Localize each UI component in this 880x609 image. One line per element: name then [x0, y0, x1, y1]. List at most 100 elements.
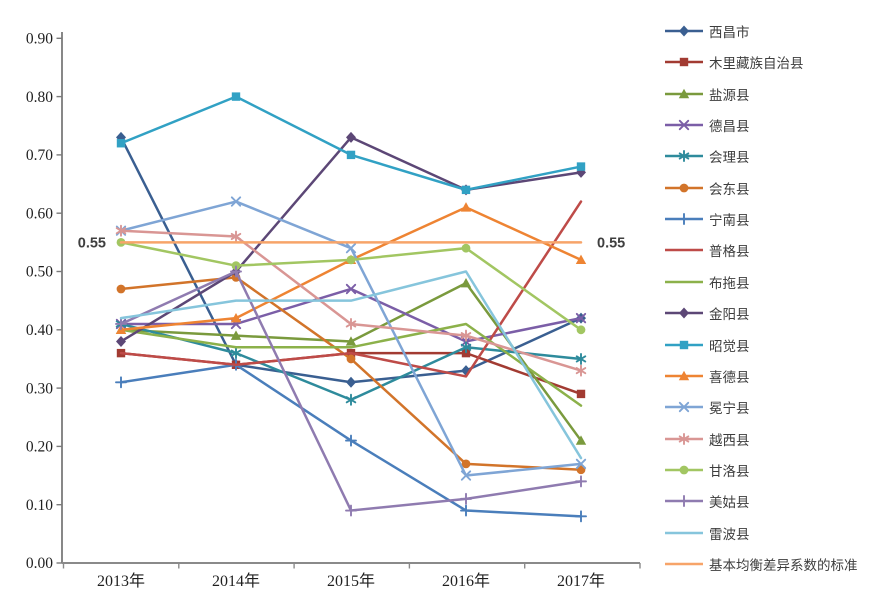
marker-diamond	[346, 131, 356, 143]
marker-diamond	[346, 376, 356, 388]
legend-swatch	[665, 495, 703, 508]
marker-square	[116, 139, 126, 148]
marker-circle	[346, 354, 356, 364]
marker-triangle	[230, 330, 242, 340]
marker-diamond	[679, 307, 689, 319]
legend-item-12: 冕宁县	[664, 392, 750, 422]
legend-label: 会东县	[709, 181, 750, 198]
y-tick-label: 0.90	[26, 31, 53, 48]
series-line	[119, 136, 583, 343]
legend-label: 甘洛县	[709, 463, 750, 480]
y-tick-label: 0.10	[26, 497, 53, 514]
marker-asterisk	[460, 341, 472, 354]
legend-item-3: 德昌县	[664, 110, 750, 140]
marker-plus	[575, 475, 587, 488]
legend-item-14: 甘洛县	[664, 455, 750, 485]
legend-item-8: 布拖县	[664, 267, 750, 297]
marker-diamond	[679, 25, 689, 37]
legend-label: 盐源县	[709, 87, 750, 104]
marker-square	[346, 150, 356, 160]
marker-triangle	[678, 370, 690, 381]
legend-label: 雷波县	[709, 526, 750, 543]
y-tick-label: 0.50	[26, 264, 53, 281]
marker-plus	[230, 265, 242, 278]
legend-swatch	[665, 370, 703, 381]
marker-x	[345, 283, 357, 295]
marker-circle	[576, 325, 586, 335]
x-tick-label: 2015年	[327, 572, 375, 590]
axes: 0.00 0.10 0.20 0.30 0.40 0.50 0.60 0.70 0.80 0.90…	[26, 31, 641, 590]
marker-x	[678, 119, 690, 131]
legend-item-7: 普格县	[664, 235, 750, 265]
x-tick-label: 2014年	[212, 572, 260, 590]
legend-swatch	[665, 25, 703, 37]
legend-label: 西昌市	[709, 25, 750, 41]
y-tick-label: 0.70	[26, 147, 53, 164]
series-5	[116, 272, 586, 475]
legend-swatch	[665, 432, 703, 445]
legend-label: 越西县	[709, 432, 750, 449]
legend-label: 木里藏族自治县	[709, 56, 804, 73]
marker-triangle	[460, 202, 472, 212]
legend-item-16: 雷波县	[664, 518, 750, 548]
series-line	[119, 270, 583, 460]
marker-square	[679, 58, 689, 67]
plot-area: 0.00 0.10 0.20 0.30 0.40 0.50 0.60 0.70 0.80 0.90…	[26, 31, 641, 590]
marker-square	[679, 340, 689, 349]
series-13	[115, 224, 587, 377]
x-tick-label: 2017年	[557, 572, 605, 590]
legend-item-13: 越西县	[664, 424, 750, 454]
x-tick-label: 2016年	[442, 572, 490, 590]
marker-square	[231, 92, 241, 101]
chart-legend: 西昌市 木里藏族自治县 盐源县 德昌县 会理县 会东县 宁南县 普格县 布拖县 金阳县 昭觉县 喜德县…	[664, 0, 878, 609]
marker-x	[575, 312, 587, 324]
legend-item-1: 木里藏族自治县	[664, 47, 804, 77]
y-tick-label: 0.00	[26, 555, 53, 572]
legend-swatch	[665, 58, 703, 67]
legend-item-2: 盐源县	[664, 79, 750, 109]
series-8	[119, 322, 583, 407]
y-tick-label: 0.60	[26, 205, 53, 222]
legend-item-15: 美姑县	[664, 486, 750, 516]
marker-plus	[345, 434, 357, 447]
marker-asterisk	[115, 224, 127, 237]
legend-item-11: 喜德县	[664, 361, 750, 391]
marker-triangle	[678, 88, 690, 98]
series-10	[116, 92, 586, 195]
y-tick-label: 0.40	[26, 322, 53, 339]
marker-triangle	[230, 312, 242, 323]
legend-swatch	[665, 340, 703, 349]
marker-asterisk	[460, 329, 472, 342]
legend-item-10: 昭觉县	[664, 330, 750, 360]
marker-plus	[678, 495, 690, 508]
series-9	[116, 131, 586, 347]
legend-swatch	[665, 531, 703, 534]
marker-circle	[461, 243, 471, 253]
marker-plus	[115, 318, 127, 330]
legend-swatch	[665, 150, 703, 163]
marker-diamond	[116, 335, 126, 347]
marker-x	[460, 470, 472, 481]
series-6	[115, 358, 587, 523]
marker-asterisk	[575, 353, 587, 365]
marker-asterisk	[230, 230, 242, 243]
legend-item-4: 会理县	[664, 141, 750, 171]
marker-asterisk	[678, 432, 690, 445]
legend-label: 会理县	[709, 150, 750, 167]
marker-x	[345, 243, 357, 254]
legend-swatch	[665, 307, 703, 319]
legend-swatch	[665, 280, 703, 284]
marker-x	[678, 402, 690, 413]
marker-asterisk	[575, 364, 587, 377]
legend-label: 美姑县	[709, 495, 750, 512]
legend-swatch	[665, 119, 703, 131]
legend-label: 基本均衡差异系数的标准	[709, 557, 858, 574]
legend-label: 喜德县	[709, 369, 750, 386]
marker-circle	[679, 183, 689, 193]
marker-x	[230, 196, 242, 207]
marker-asterisk	[345, 393, 357, 406]
marker-x	[575, 458, 587, 470]
series-7	[119, 200, 583, 378]
legend-swatch	[665, 249, 703, 252]
